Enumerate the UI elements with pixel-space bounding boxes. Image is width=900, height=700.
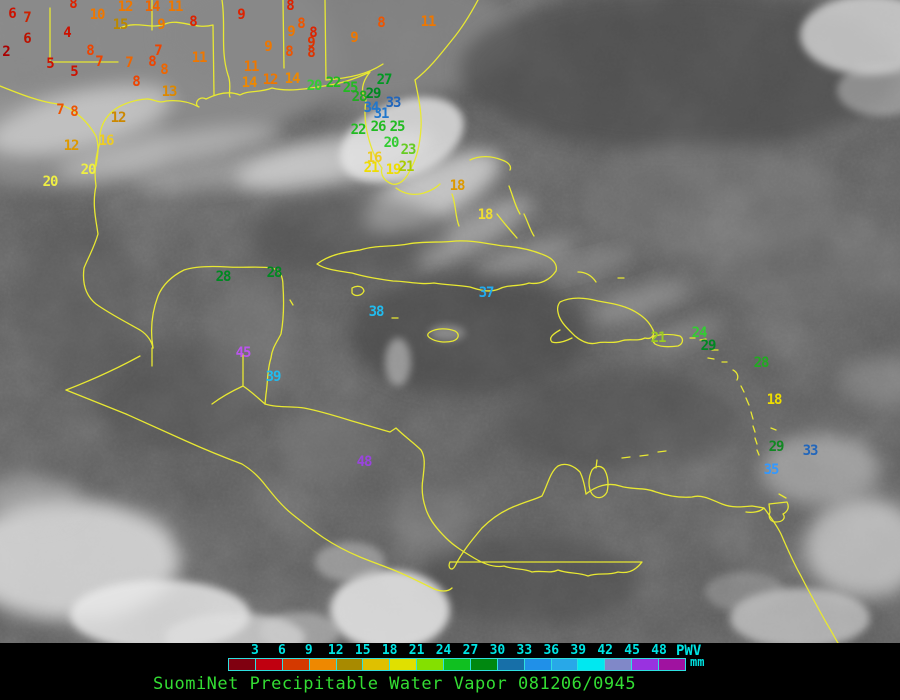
satellite-map-area: 6 7 8 10 12 14 11 15 9 8 2 6 4 5 5 8 7 7 7 8 8 8 11 13 7 8 12 12 16 2… bbox=[0, 0, 900, 663]
lesser-antilles-arc bbox=[699, 338, 787, 499]
colorbar-segment bbox=[524, 659, 551, 670]
colorbar-tick-label: 36 bbox=[543, 643, 560, 658]
colorbar-tick-label: 9 bbox=[304, 643, 313, 658]
gulf-coast-florida-mexico bbox=[82, 71, 422, 349]
colorbar-segment bbox=[444, 659, 470, 670]
puerto-rico-island bbox=[651, 333, 684, 348]
colorbar-segment bbox=[255, 659, 282, 670]
colombia-coast bbox=[448, 463, 587, 570]
colorbar-segments bbox=[228, 658, 686, 671]
colorbar-segment bbox=[282, 659, 309, 670]
colorbar-tick-label: 3 bbox=[251, 643, 259, 658]
colorbar-tick-label: 21 bbox=[408, 643, 425, 658]
guatemala-belize-borders bbox=[65, 347, 266, 405]
colorbar-tick-label: 33 bbox=[516, 643, 533, 658]
central-america-caribbean-coast bbox=[264, 403, 643, 577]
abc-islands bbox=[621, 450, 667, 459]
central-america-pacific-coast bbox=[65, 389, 453, 592]
colorbar-segment bbox=[309, 659, 336, 670]
lake-maracaibo bbox=[588, 459, 609, 499]
colorbar-segment bbox=[470, 659, 497, 670]
colorbar-segment bbox=[336, 659, 363, 670]
colorbar-tick-label: 42 bbox=[597, 643, 613, 658]
colorbar-tick-label: 6 bbox=[277, 643, 286, 658]
orinoco-coast bbox=[763, 507, 839, 644]
coastline-layer bbox=[0, 0, 839, 644]
colorbar-tick-label: 12 bbox=[327, 643, 344, 658]
colorbar-tick-label: 30 bbox=[489, 643, 506, 658]
trinidad-island bbox=[768, 501, 789, 523]
cozumel-island bbox=[289, 299, 294, 306]
pwv-unit-label: PWV bbox=[676, 643, 702, 659]
jamaica-island bbox=[427, 328, 459, 343]
colorbar-segment bbox=[497, 659, 524, 670]
colorbar-tick-label: 18 bbox=[381, 643, 398, 658]
colorbar-tick-label: 39 bbox=[570, 643, 587, 658]
satellite-basemap bbox=[0, 0, 900, 663]
colorbar-segment bbox=[578, 659, 605, 670]
florida-keys bbox=[395, 183, 441, 195]
colorbar-tick-label: 15 bbox=[354, 643, 371, 658]
bahamas-islands bbox=[451, 155, 625, 283]
isle-of-youth bbox=[351, 285, 365, 297]
us-state-borders bbox=[282, 0, 384, 81]
hispaniola-island bbox=[549, 297, 655, 345]
red-river-border bbox=[119, 21, 215, 96]
colorbar-segment bbox=[390, 659, 417, 670]
colorbar-tick-label: 24 bbox=[435, 643, 452, 658]
colorbar-ticks: 3 6 9 12 15 18 21 24 27 30 33 36 39 42 45 48 bbox=[228, 643, 686, 658]
colorbar-segment bbox=[659, 659, 685, 670]
legend-panel: 3 6 9 12 15 18 21 24 27 30 33 36 39 42 45 48 PWV mm Suo… bbox=[0, 643, 900, 700]
colorbar-segment bbox=[229, 659, 255, 670]
product-title: SuomiNet Precipitable Water Vapor 081206… bbox=[153, 674, 637, 694]
colorbar-segment bbox=[632, 659, 658, 670]
colorbar-tick-label: 48 bbox=[651, 643, 667, 658]
colorbar-tick-label: 27 bbox=[462, 643, 479, 658]
atlantic-seaboard-coast bbox=[414, 0, 479, 81]
colorbar-segment bbox=[363, 659, 390, 670]
colorbar-tick-label: 45 bbox=[624, 643, 640, 658]
us-state-borders bbox=[49, 7, 119, 63]
cuba-island bbox=[316, 240, 558, 292]
venezuela-coast bbox=[585, 483, 765, 514]
colorbar-segment bbox=[417, 659, 443, 670]
colorbar-segment bbox=[605, 659, 632, 670]
colorbar-segment bbox=[551, 659, 578, 670]
pwv-unit-mm-label: mm bbox=[690, 655, 705, 669]
cloud-shading-layer bbox=[0, 0, 900, 663]
rio-grande-border bbox=[0, 85, 99, 167]
yucatan-coast bbox=[151, 265, 285, 405]
